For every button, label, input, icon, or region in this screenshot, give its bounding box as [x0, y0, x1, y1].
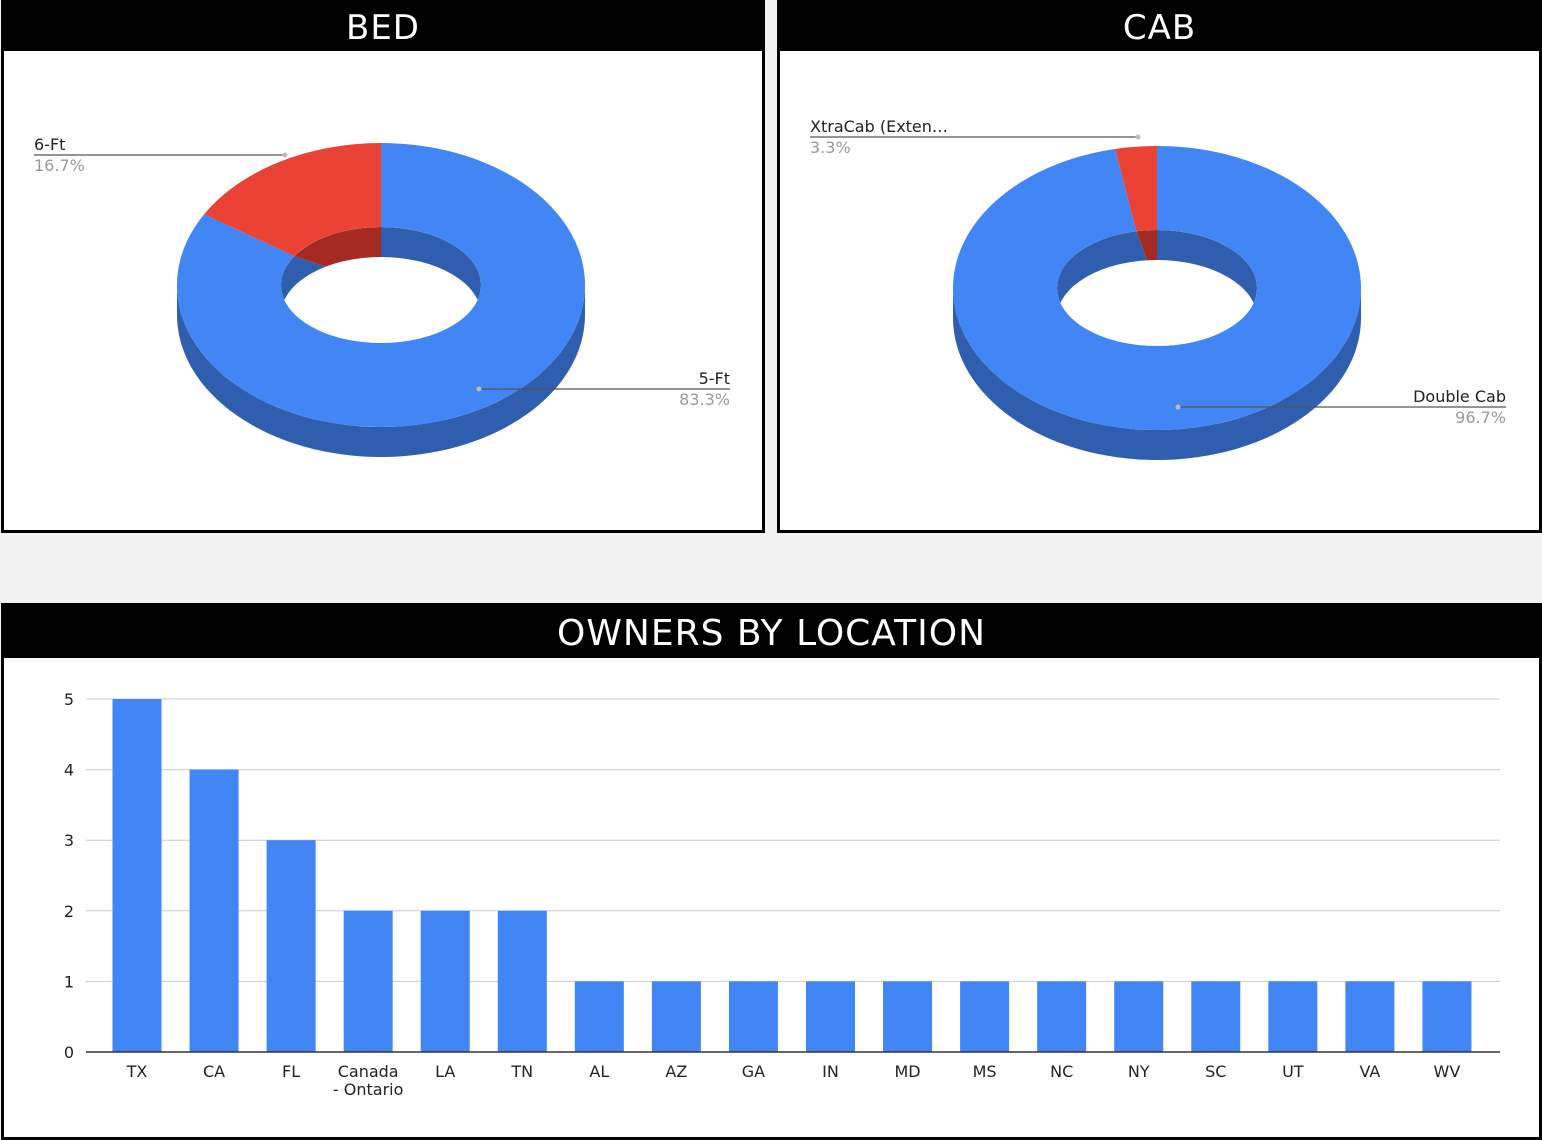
- bed-leader-dot-5-ft: [476, 386, 482, 392]
- y-gridlines: [86, 698, 1500, 982]
- bar-ca: [189, 769, 239, 1052]
- x-tick-label-tn: TN: [510, 1062, 533, 1081]
- owners-by-location-title: OWNERS BY LOCATION: [4, 606, 1539, 658]
- y-tick-label-2: 2: [64, 902, 74, 921]
- bed-label-5-ft: 5-Ft: [699, 369, 730, 388]
- x-tick-label-wv: WV: [1434, 1062, 1461, 1081]
- bar-canada-ontario: [343, 910, 393, 1052]
- cab-leader-dot-xtracab-exten: [1135, 134, 1141, 140]
- bar-az: [651, 981, 701, 1052]
- cab-chart-title: CAB: [780, 3, 1539, 51]
- y-tick-label-5: 5: [64, 690, 74, 709]
- cab-slice-double-cab: [952, 146, 1361, 431]
- x-tick-label-az: AZ: [665, 1062, 687, 1081]
- bed-donut-hole: [281, 257, 481, 343]
- x-tick-label-al: AL: [589, 1062, 609, 1081]
- x-tick-label-va: VA: [1359, 1062, 1380, 1081]
- bed-donut-chart: 5-Ft 83.3% 6-Ft 16.7%: [34, 135, 730, 457]
- bars: [112, 699, 1472, 1052]
- x-tick-label-tx: TX: [126, 1062, 148, 1081]
- cab-donut-chart: Double Cab 96.7% XtraCab (Exten… 3.3%: [810, 117, 1506, 460]
- bed-slice-6-ft: [204, 143, 381, 257]
- bed-chart-panel: BED 5-Ft 83.3% 6-Ft 16.7%: [1, 0, 765, 533]
- bar-ut: [1268, 981, 1318, 1052]
- bar-sc: [1191, 981, 1241, 1052]
- cab-leader-dot-double-cab: [1175, 404, 1181, 410]
- cab-pct-xtracab-exten: 3.3%: [810, 138, 851, 157]
- x-tick-label-ny: NY: [1128, 1062, 1150, 1081]
- bed-label-6-ft: 6-Ft: [34, 135, 65, 154]
- cab-slice-xtracab-exten: [1115, 146, 1157, 232]
- y-tick-label-1: 1: [64, 972, 74, 991]
- x-tick-label-fl: FL: [282, 1062, 300, 1081]
- bar-md: [883, 981, 933, 1052]
- owners-by-location-panel: OWNERS BY LOCATION 0 1 2 3 4 5 TX CA FL Canada - O…: [1, 603, 1542, 1140]
- bar-ms: [960, 981, 1010, 1052]
- cab-slice-side-double-cab: [953, 288, 1361, 460]
- bar-in: [806, 981, 855, 1052]
- x-tick-label-nc: NC: [1050, 1062, 1073, 1081]
- x-tick-label-in: IN: [822, 1062, 839, 1081]
- bar-wv: [1422, 981, 1472, 1052]
- bed-pct-6-ft: 16.7%: [34, 156, 85, 175]
- bar-tn: [497, 910, 547, 1052]
- bar-ga: [728, 981, 778, 1052]
- x-tick-label-canada-ontario: Canada - Ontario: [333, 1062, 403, 1099]
- bar-va: [1345, 981, 1395, 1052]
- y-tick-label-4: 4: [64, 761, 74, 780]
- cab-chart-panel: CAB Double Cab 96.7% XtraCab (Exten… 3.3%: [777, 0, 1542, 533]
- bar-al: [574, 981, 624, 1052]
- bed-slice-5-ft: [176, 143, 585, 427]
- cab-pct-double-cab: 96.7%: [1455, 408, 1506, 427]
- x-tick-label-la: LA: [435, 1062, 455, 1081]
- bar-la: [420, 910, 470, 1052]
- bed-pct-5-ft: 83.3%: [679, 390, 730, 409]
- y-tick-label-0: 0: [64, 1043, 74, 1062]
- cab-label-double-cab: Double Cab: [1413, 387, 1506, 406]
- cab-label-xtracab-exten: XtraCab (Exten…: [810, 117, 948, 136]
- x-tick-label-sc: SC: [1205, 1062, 1226, 1081]
- x-tick-label-ms: MS: [973, 1062, 997, 1081]
- x-tick-label-ga: GA: [742, 1062, 765, 1081]
- bar-nc: [1037, 981, 1087, 1052]
- x-tick-label-ca: CA: [203, 1062, 225, 1081]
- bar-ny: [1114, 981, 1164, 1052]
- cab-donut-hole: [1057, 260, 1257, 346]
- x-tick-label-md: MD: [894, 1062, 920, 1081]
- bed-slice-side-5-ft: [177, 285, 585, 457]
- bed-leader-dot-6-ft: [282, 152, 288, 158]
- cab-donut: [952, 146, 1361, 460]
- owners-by-location-bar-chart: 0 1 2 3 4 5 TX CA FL Canada - Ontario LA TN AL AZ GA IN M…: [64, 690, 1500, 1099]
- bed-chart-title: BED: [4, 3, 762, 51]
- bar-tx: [112, 699, 162, 1052]
- bar-fl: [266, 840, 316, 1052]
- bed-donut: [176, 143, 585, 457]
- x-tick-label-ut: UT: [1282, 1062, 1304, 1081]
- y-tick-label-3: 3: [64, 831, 74, 850]
